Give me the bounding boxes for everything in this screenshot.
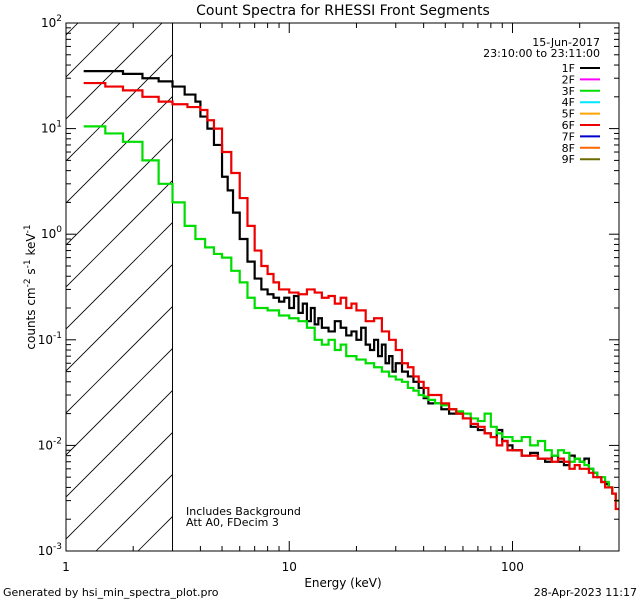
series-line-6F [83,81,619,511]
legend-label-4F: 4F [562,96,575,109]
series-line-1F [83,70,619,502]
x-tick-label: 10 [282,560,297,574]
hatch-line [66,305,173,414]
hatch-line [516,0,640,551]
x-tick-label: 1 [62,560,70,574]
annotation-background: Includes Background [186,505,301,518]
axis-ticks: 1 10 100 10-3 10-2 10-1 100 101 102 [38,14,620,574]
chart-title: Count Spectra for RHESSI Front Segments [196,3,490,19]
hatch-line [348,0,640,551]
y-axis-label-main: counts cm [24,287,38,349]
x-tick-label: 100 [501,560,524,574]
legend-label-5F: 5F [562,108,575,121]
hatch-line [600,0,640,551]
y-tick-label: 101 [41,120,62,136]
footer-timestamp: 28-Apr-2023 11:17 [534,586,637,599]
hatch-line [66,347,173,456]
hatch-line [66,431,173,540]
y-tick-label: 100 [41,225,62,241]
legend-label-2F: 2F [562,73,575,86]
y-axis-label-exp2: -1 [23,259,33,268]
legend-label-8F: 8F [562,142,575,155]
hatch-line [66,95,173,204]
hatch-line [66,179,173,288]
hatch-line [95,473,173,551]
hatch-line [66,389,173,498]
y-tick-label: 10-2 [38,436,62,452]
y-tick-label: 10-3 [38,542,62,558]
annotation-attenuator: Att A0, FDecim 3 [186,516,279,529]
series-group [83,70,619,511]
legend-label-1F: 1F [562,62,575,75]
y-axis-label: counts cm-2 s-1 keV-1 [23,224,38,349]
y-axis-label-mid: s [24,268,38,278]
legend-label-3F: 3F [562,85,575,98]
y-tick-label: 102 [41,14,62,30]
legend-label-7F: 7F [562,130,575,143]
x-axis-label: Energy (keV) [304,576,381,590]
footer-generated-by: Generated by hsi_min_spectra_plot.pro [3,586,219,599]
series-line-3F [83,125,619,502]
y-tick-label: 10-1 [38,331,62,347]
hatch-line [432,0,640,551]
plot-frame [65,22,620,552]
background-hatch-region [66,0,640,551]
time-range-label: 23:10:00 to 23:11:00 [483,47,600,60]
hatch-line [390,0,640,551]
y-axis-label-tail: keV [24,233,38,260]
legend-label-9F: 9F [562,153,575,166]
hatch-line [66,23,163,120]
hatch-line [66,221,173,330]
y-axis-label-exp3: -1 [23,224,33,233]
hatch-line [222,0,640,551]
y-axis-label-exp1: -2 [23,278,33,287]
hatch-line [66,23,121,78]
hatch-line [66,263,173,372]
legend-label-6F: 6F [562,119,575,132]
hatch-line [66,23,79,36]
date-label: 15-Jun-2017 [532,36,600,49]
hatch-line [66,53,173,162]
hatch-line [66,137,173,246]
